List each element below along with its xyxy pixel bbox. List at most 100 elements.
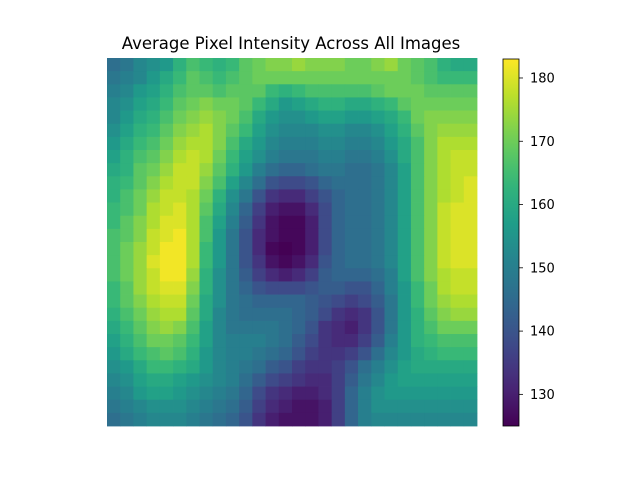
- heatmap-cell: [278, 347, 293, 361]
- heatmap-cell: [159, 163, 174, 177]
- heatmap-cell: [463, 110, 478, 125]
- heatmap-cell: [410, 97, 425, 111]
- heatmap-cell: [265, 176, 280, 190]
- heatmap-cell: [278, 268, 293, 282]
- heatmap-cell: [410, 399, 425, 414]
- heatmap-cell: [173, 176, 187, 190]
- heatmap-cell: [437, 320, 451, 335]
- heatmap-cell: [120, 150, 134, 164]
- heatmap-cell: [371, 176, 385, 190]
- heatmap-cell: [120, 202, 134, 217]
- heatmap-cell: [225, 373, 240, 387]
- heatmap-cell: [278, 163, 293, 177]
- heatmap-cell: [437, 399, 451, 414]
- heatmap-cell: [424, 334, 438, 348]
- heatmap-cell: [107, 136, 121, 151]
- heatmap-cell: [146, 320, 161, 335]
- heatmap-cell: [133, 281, 148, 295]
- heatmap-cell: [199, 255, 214, 269]
- heatmap-cell: [305, 347, 319, 361]
- heatmap-cell: [239, 320, 253, 335]
- heatmap-cell: [424, 110, 438, 125]
- heatmap-cell: [239, 215, 253, 230]
- heatmap-cell: [371, 71, 385, 85]
- heatmap-cell: [463, 150, 478, 164]
- heatmap-cell: [410, 268, 425, 282]
- heatmap-cell: [186, 412, 200, 427]
- heatmap-cell: [225, 307, 240, 322]
- heatmap-cell: [305, 123, 319, 138]
- heatmap-cell: [225, 136, 240, 151]
- heatmap-cell: [450, 334, 465, 348]
- heatmap-cell: [225, 123, 240, 138]
- heatmap-cell: [305, 255, 319, 269]
- heatmap-cell: [331, 136, 346, 151]
- heatmap-cell: [120, 176, 134, 190]
- heatmap-cell: [318, 176, 333, 190]
- heatmap-cell: [437, 360, 451, 374]
- heatmap-cell: [199, 110, 214, 125]
- heatmap-cell: [292, 189, 306, 203]
- heatmap-cell: [292, 228, 306, 243]
- heatmap-cell: [371, 399, 385, 414]
- heatmap-cell: [173, 84, 187, 98]
- heatmap-cell: [239, 189, 253, 203]
- heatmap-cell: [239, 360, 253, 374]
- heatmap-cell: [159, 386, 174, 401]
- colorbar-tick-label: 160: [530, 198, 555, 213]
- heatmap-cell: [212, 268, 227, 282]
- heatmap-cell: [344, 373, 359, 387]
- heatmap-cell: [437, 163, 451, 177]
- heatmap-cell: [305, 334, 319, 348]
- heatmap-cell: [239, 255, 253, 269]
- heatmap-cell: [120, 281, 134, 295]
- heatmap-cell: [159, 215, 174, 230]
- heatmap-cell: [120, 307, 134, 322]
- heatmap-cell: [463, 84, 478, 98]
- heatmap-cell: [212, 110, 227, 125]
- heatmap-cell: [225, 334, 240, 348]
- heatmap-cell: [133, 412, 148, 427]
- heatmap-cell: [225, 189, 240, 203]
- heatmap-cell: [424, 255, 438, 269]
- heatmap-cell: [146, 334, 161, 348]
- heatmap-cell: [384, 399, 399, 414]
- heatmap-cell: [212, 347, 227, 361]
- heatmap-cell: [199, 347, 214, 361]
- heatmap-cell: [437, 373, 451, 387]
- heatmap-cell: [463, 399, 478, 414]
- heatmap-cell: [437, 347, 451, 361]
- heatmap-cell: [410, 386, 425, 401]
- heatmap-cell: [424, 71, 438, 85]
- heatmap-cell: [265, 97, 280, 111]
- heatmap-cell: [133, 320, 148, 335]
- heatmap-cell: [318, 255, 333, 269]
- heatmap-cell: [146, 215, 161, 230]
- heatmap-cell: [371, 242, 385, 256]
- heatmap-cell: [278, 150, 293, 164]
- heatmap-cell: [159, 110, 174, 125]
- heatmap-cell: [120, 97, 134, 111]
- heatmap-cell: [358, 136, 372, 151]
- heatmap-cell: [199, 386, 214, 401]
- heatmap-cell: [371, 97, 385, 111]
- heatmap-cell: [410, 294, 425, 309]
- heatmap-cell: [305, 163, 319, 177]
- heatmap-cell: [146, 294, 161, 309]
- heatmap-cell: [239, 373, 253, 387]
- heatmap-cell: [371, 347, 385, 361]
- heatmap-cell: [305, 58, 319, 72]
- heatmap-cell: [278, 307, 293, 322]
- heatmap-cell: [107, 281, 121, 295]
- heatmap-cell: [146, 281, 161, 295]
- heatmap-cell: [331, 386, 346, 401]
- heatmap-cell: [212, 176, 227, 190]
- heatmap-cell: [186, 150, 200, 164]
- heatmap-cell: [199, 176, 214, 190]
- heatmap: [107, 58, 478, 427]
- heatmap-cell: [173, 320, 187, 335]
- heatmap-cell: [292, 202, 306, 217]
- heatmap-cell: [212, 123, 227, 138]
- heatmap-cell: [463, 373, 478, 387]
- heatmap-cell: [199, 71, 214, 85]
